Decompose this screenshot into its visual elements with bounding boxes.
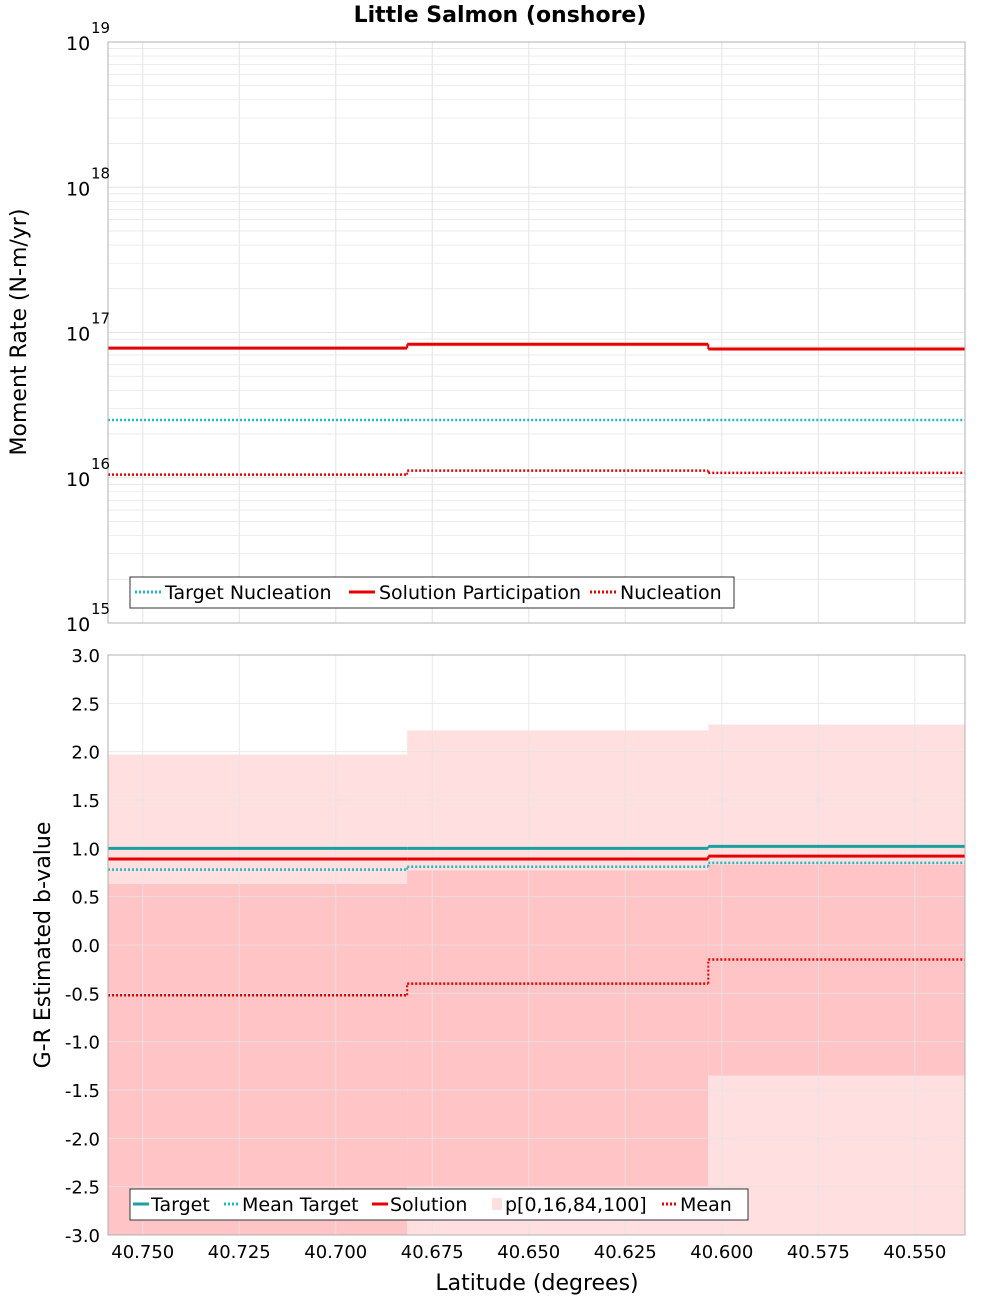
top-legend: Target Nucleation Solution Participation N… [129,576,735,609]
top-legend-box [129,576,735,609]
top-y-tick-label: 10 [66,469,90,491]
top-y-tick-label: 10 [66,33,90,55]
top-series [108,342,965,476]
bottom-legend-label: Mean Target [242,1194,359,1216]
top-y-axis-label: Moment Rate (N-m/yr) [7,209,32,456]
x-tick-label: 40.650 [497,1242,560,1263]
x-tick-label: 40.675 [401,1242,464,1263]
top-legend-label: Target Nucleation [164,582,332,604]
b-value-panel: 3.0 2.5 2.0 1.5 1.0 0.5 0.0 -0.5 -1.0 -1.5 -2.0 -2.… [31,646,966,1296]
top-y-tick-exponent: 16 [91,455,110,473]
bottom-series [108,844,965,997]
top-y-tick-exponent: 17 [91,310,110,328]
bottom-y-tick-label: -0.5 [65,984,100,1005]
top-y-tick-exponent: 15 [91,600,110,618]
bottom-bands [108,724,965,1235]
bottom-y-tick-label: -2.5 [65,1178,100,1199]
bottom-y-tick-label: 1.0 [71,839,100,860]
bottom-legend-label: Solution [390,1194,467,1216]
x-tick-label: 40.725 [208,1242,271,1263]
top-plot-frame [107,41,966,624]
x-tick-label: 40.575 [787,1242,850,1263]
bottom-x-ticks: 40.750 40.725 40.700 40.675 40.650 40.625 40.6… [111,1242,946,1263]
bottom-y-axis-label: G-R Estimated b-value [31,822,56,1069]
bottom-legend-label: p[0,16,84,100] [505,1194,647,1216]
x-tick-label: 40.700 [304,1242,367,1263]
top-legend-label: Solution Participation [379,582,581,604]
top-legend-label: Nucleation [620,582,722,604]
top-y-tick-label: 10 [66,324,90,346]
band-inner [407,870,709,1187]
bottom-legend-label: Target [150,1194,210,1216]
x-tick-label: 40.600 [690,1242,753,1263]
bottom-y-tick-label: -3.0 [65,1226,100,1247]
bottom-y-tick-label: -1.0 [65,1033,100,1054]
band-inner [708,864,965,1076]
bottom-y-tick-label: 0.5 [71,888,100,909]
bottom-y-tick-label: 2.5 [71,694,100,715]
top-y-tick-label: 10 [66,614,90,636]
band-inner [108,884,408,1235]
bottom-legend-label: Mean [680,1194,732,1216]
bottom-legend: Target Mean Target Solution p[0,16,84,100] M… [129,1188,749,1221]
top-grid [108,42,965,624]
x-tick-label: 40.550 [883,1242,946,1263]
bottom-y-tick-label: 1.5 [71,791,100,812]
x-tick-label: 40.625 [594,1242,657,1263]
bottom-y-tick-label: 2.0 [71,743,100,764]
chart-title: Little Salmon (onshore) [354,3,647,28]
x-axis-label: Latitude (degrees) [435,1271,638,1296]
top-y-tick-exponent: 19 [91,19,110,37]
bottom-y-tick-label: -1.5 [65,1081,100,1102]
top-y-tick-label: 10 [66,178,90,200]
bottom-y-tick-label: 0.0 [71,936,100,957]
bottom-plot-frame [107,654,966,1236]
bottom-legend-band-swatch [492,1198,502,1210]
bottom-y-tick-label: 3.0 [71,646,100,667]
bottom-y-tick-label: -2.0 [65,1129,100,1150]
bottom-y-ticks: 3.0 2.5 2.0 1.5 1.0 0.5 0.0 -0.5 -1.0 -1.5 -2.0 -2.… [65,646,100,1247]
x-tick-label: 40.750 [111,1242,174,1263]
top-y-tick-exponent: 18 [91,164,110,182]
